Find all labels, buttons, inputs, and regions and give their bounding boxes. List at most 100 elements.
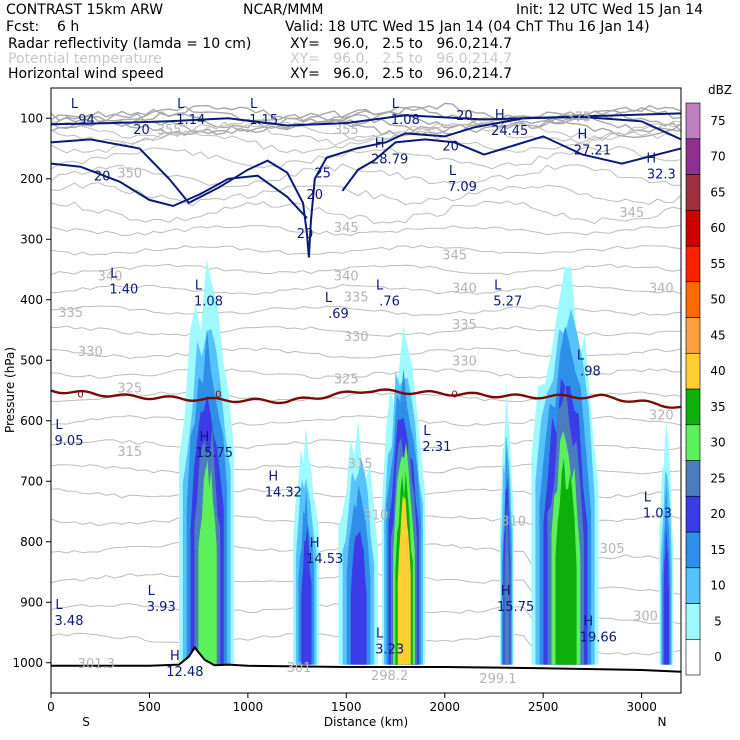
axes: 0 500 1000 1500 2000 2500 30001002003004005006… [3,111,666,729]
plot-frame [50,87,682,694]
extremum-value: 14.53 [306,552,343,567]
reflectivity-band [350,531,367,665]
extremum-type: L [250,97,258,112]
colorbar-swatch [685,638,701,676]
field-name-wind: Horizontal wind speed [8,66,164,82]
forecast-hour: Fcst: 6 h [6,19,80,35]
theta-label: 340 [98,270,123,285]
x-end-label-left: S [82,715,90,729]
x-tick-label: 1000 [233,700,264,714]
wind-label: 20 [133,123,150,138]
extremum-type: L [449,164,457,179]
field-name-reflectivity: Radar reflectivity (lamda = 10 cm) [8,36,252,52]
colorbar-tick-label: 40 [710,364,725,378]
x-tick-label: 500 [138,700,161,714]
theta-label: 340 [649,282,674,297]
theta-contour-line [51,110,681,135]
reflectivity-band [663,526,670,665]
colorbar-tick-label: 0 [714,650,722,664]
extremum-value: 2.31 [422,440,451,455]
colorbar-tick-label: 50 [710,293,725,307]
extremum-value: 5.27 [493,295,522,310]
wind-label: 20 [307,188,324,203]
theta-label: 350 [117,167,142,182]
extremum-value: 28.79 [371,153,408,168]
theta-label: 310 [501,515,526,530]
colorbar-tick-label: 70 [710,150,725,164]
wind-contour-line [341,135,681,192]
extremum-value: 7.09 [448,180,477,195]
theta-label: 345 [442,248,467,263]
colorbar-swatch [685,603,701,640]
freezing-level-label: 0 [77,390,83,401]
theta-label: 335 [58,306,83,321]
colorbar-tick-label: 10 [710,579,725,593]
extremum-type: H [578,127,588,142]
colorbar-tick-label: 60 [710,221,725,235]
colorbar-tick-label: 35 [710,400,725,414]
theta-label: 300 [633,610,658,625]
theta-label: 345 [334,221,359,236]
y-tick-label: 900 [20,595,43,609]
colorbar-tick-label: 5 [714,614,722,628]
theta-label: 335 [344,291,369,306]
reflectivity-band [504,501,510,665]
colorbar-swatch [685,567,701,604]
theta-label: 340 [452,282,477,297]
extremum-type: L [148,584,156,599]
extremum-value: .94 [74,113,95,128]
y-axis-label: Pressure (hPa) [3,347,17,433]
terrain-fill [51,647,681,693]
colorbar-swatch [685,102,701,140]
theta-label: 325 [334,372,359,387]
theta-contour-line [51,224,681,237]
extremum-value: 1.15 [249,113,278,128]
extremum-value: 14.32 [265,485,302,500]
extremum-type: L [376,627,384,642]
reflectivity-band [198,460,217,665]
wind-contours [51,112,681,258]
field-xy-reflectivity: XY= 96.0, 2.5 to 96.0,214.7 [290,36,513,52]
extremum-type: L [55,598,63,613]
extremum-type: L [423,424,431,439]
theta-label: 340 [334,270,359,285]
extremum-type: H [501,584,511,599]
extremum-value: .98 [580,364,601,379]
theta-contour-line [51,120,681,146]
colorbar-swatch [685,531,701,569]
theta-label: 301.3 [78,657,115,672]
y-tick-label: 600 [20,414,43,428]
extremum-value: .69 [328,307,349,322]
theta-contours [51,102,681,656]
theta-label: 335 [452,318,477,333]
colorbar-tick-label: 65 [710,185,725,199]
theta-label: 315 [348,457,373,472]
colorbar-swatch [685,281,701,318]
theta-label: 355 [334,123,359,138]
extremum-value: 24.45 [491,124,528,139]
colorbar-swatch [685,209,701,247]
freezing-level-label: 0 [215,390,221,401]
wind-contour-line [51,115,681,258]
freezing-level-label: 0 [451,390,457,401]
colorbar-swatch [685,174,701,211]
colorbar-swatch [685,352,701,390]
extremum-type: H [170,649,180,664]
colorbar-swatch [685,138,701,175]
x-tick-label: 1500 [331,700,362,714]
colorbar-swatch [685,495,701,533]
colorbar-swatch [685,317,701,354]
theta-contour-line [51,117,681,142]
colorbar-swatch [685,388,701,426]
header: CONTRAST 15km ARW NCAR/MMM Init: 12 UTC … [0,0,740,84]
extremum-type: L [644,490,652,505]
theta-label: 325 [117,381,142,396]
reflectivity-band [555,458,577,665]
wind-label: 20 [456,109,473,124]
colorbar-swatch [685,424,701,461]
extremum-value: 3.48 [55,614,84,629]
wind-label: 25 [314,167,331,182]
init-time: Init: 12 UTC Wed 15 Jan 14 [516,2,704,18]
extremum-value: 1.40 [109,283,138,298]
wind-contour-line [51,162,308,219]
